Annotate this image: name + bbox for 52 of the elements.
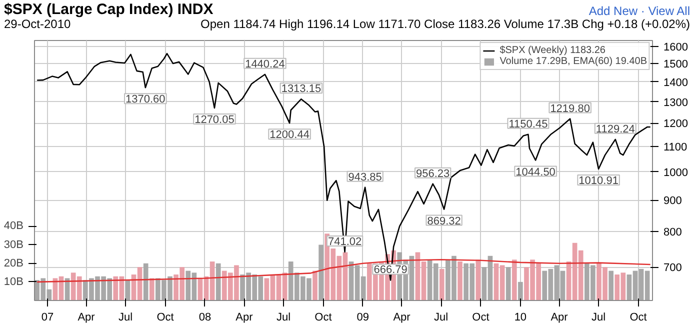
x-tick-label: Jul	[276, 312, 291, 324]
annotation: 1370.60	[126, 94, 166, 106]
y-tick-label: 900	[664, 195, 682, 208]
text: Open 1184.74 High 1196.14 Low 1171.70 Close 1183.26 Volume 17.3B Chg +0.18 (+0.02%)	[200, 16, 690, 31]
x-tick-label: Apr	[550, 312, 568, 324]
y-tick-label: 1100	[664, 141, 688, 154]
annotation: 1010.91	[578, 174, 618, 187]
y-tick-label: 1300	[664, 96, 688, 109]
annotation: 1129.24	[596, 123, 635, 136]
line-series	[36, 258, 651, 283]
y-tick-label: 700	[664, 262, 682, 274]
y2-tick-label: 20B	[4, 257, 24, 270]
x-tick-label: 09	[356, 312, 370, 324]
annotation: 1313.15	[281, 83, 322, 96]
y-tick-label: 1500	[664, 58, 688, 71]
annotation: 1440.24	[245, 58, 285, 70]
annotation: 741.02	[328, 236, 362, 248]
x-tick-label: Apr	[78, 312, 96, 324]
annotation: 1270.05	[194, 114, 234, 126]
y2-tick-label: 40B	[4, 220, 24, 232]
annotation: 869.32	[427, 215, 461, 228]
x-tick-label: Jul	[118, 312, 133, 324]
x-tick-label: Oct	[472, 312, 490, 324]
legend-label: Volume 17.29B, EMA(60) 19.40B	[500, 56, 647, 67]
x-tick-label: 08	[198, 312, 212, 324]
x-tick-label: Oct	[156, 312, 174, 324]
annotation: 1150.45	[508, 118, 548, 130]
x-tick-label: Apr	[236, 312, 254, 324]
y-tick-label: 800	[664, 226, 682, 239]
legend-label: $SPX (Weekly) 1183.26	[500, 45, 606, 56]
x-tick-label: Jul	[592, 312, 606, 324]
x-tick-label: 10	[514, 312, 527, 324]
x-tick-label: Oct	[314, 312, 332, 324]
annotation: 1044.50	[516, 166, 556, 178]
annotation: 943.85	[348, 171, 382, 184]
y2-tick-label: 30B	[4, 238, 24, 251]
y-tick-label: 1200	[664, 118, 688, 130]
y-tick-label: 1400	[664, 76, 688, 89]
text: Add New · View All	[588, 4, 690, 18]
annotation: 1219.80	[550, 102, 590, 115]
chart-title: $SPX (Large Cap Index) INDX	[4, 1, 214, 18]
x-tick-label: Apr	[393, 312, 411, 324]
y-tick-label: 1000	[664, 166, 688, 179]
y-tick-label: 1600	[664, 41, 688, 54]
x-tick-label: Jul	[434, 312, 448, 324]
x-tick-label: 07	[41, 312, 54, 324]
y2-tick-label: 10B	[4, 276, 24, 288]
annotation: 1200.44	[270, 129, 310, 142]
annotation: 666.79	[374, 264, 408, 276]
x-tick-label: Oct	[630, 312, 647, 324]
annotation: 956.23	[416, 168, 450, 180]
text: 29-Oct-2010	[4, 16, 71, 31]
